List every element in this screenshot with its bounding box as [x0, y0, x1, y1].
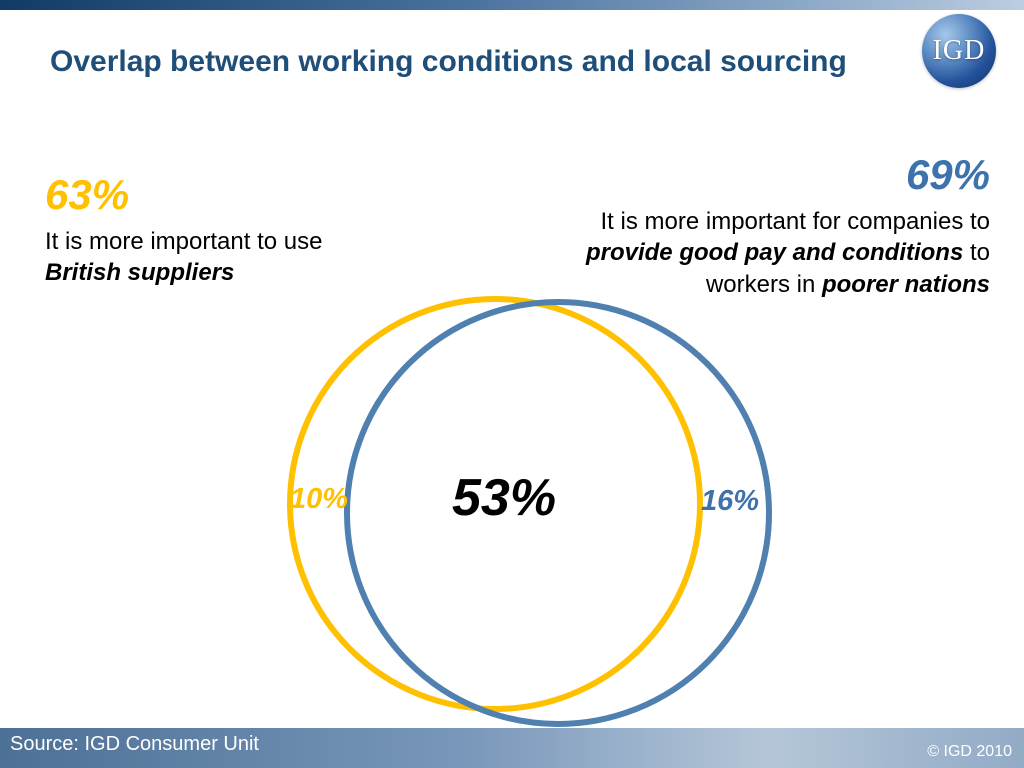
- right-stat-emphasis2: poorer nations: [821, 270, 990, 298]
- right-stat-text: It is more important for companies to pr…: [586, 206, 990, 300]
- copyright-text: © IGD 2010: [927, 743, 1012, 760]
- venn-circle-pay-conditions: [344, 299, 772, 727]
- left-stat-text: It is more important to use British supp…: [45, 226, 322, 288]
- igd-logo-text: IGD: [932, 35, 986, 66]
- left-stat-value: 63%: [45, 171, 130, 218]
- source-text: Source: IGD Consumer Unit: [10, 733, 259, 755]
- venn-right-only-label: 16%: [701, 485, 760, 517]
- top-accent-bar: [0, 0, 1024, 10]
- right-stat-line1: It is more important for companies to: [600, 208, 990, 236]
- right-stat-block: 69% It is more important for companies t…: [586, 151, 990, 300]
- igd-logo: IGD: [922, 14, 996, 88]
- venn-circle-british-suppliers: [287, 296, 703, 712]
- right-stat-line2-suffix: to: [963, 239, 990, 267]
- venn-left-only-label: 10%: [290, 483, 349, 515]
- footer-bar: Source: IGD Consumer Unit © IGD 2010: [0, 728, 1024, 768]
- right-stat-line3-prefix: workers in: [705, 270, 822, 298]
- venn-overlap-label: 53%: [452, 469, 557, 527]
- right-stat-emphasis1: provide good pay and conditions: [585, 239, 964, 267]
- left-stat-emphasis: British suppliers: [45, 259, 235, 287]
- slide-title: Overlap between working conditions and l…: [50, 45, 847, 78]
- left-stat-block: 63% It is more important to use British …: [45, 171, 322, 289]
- right-stat-value: 69%: [905, 151, 990, 198]
- left-stat-line1: It is more important to use: [45, 228, 323, 256]
